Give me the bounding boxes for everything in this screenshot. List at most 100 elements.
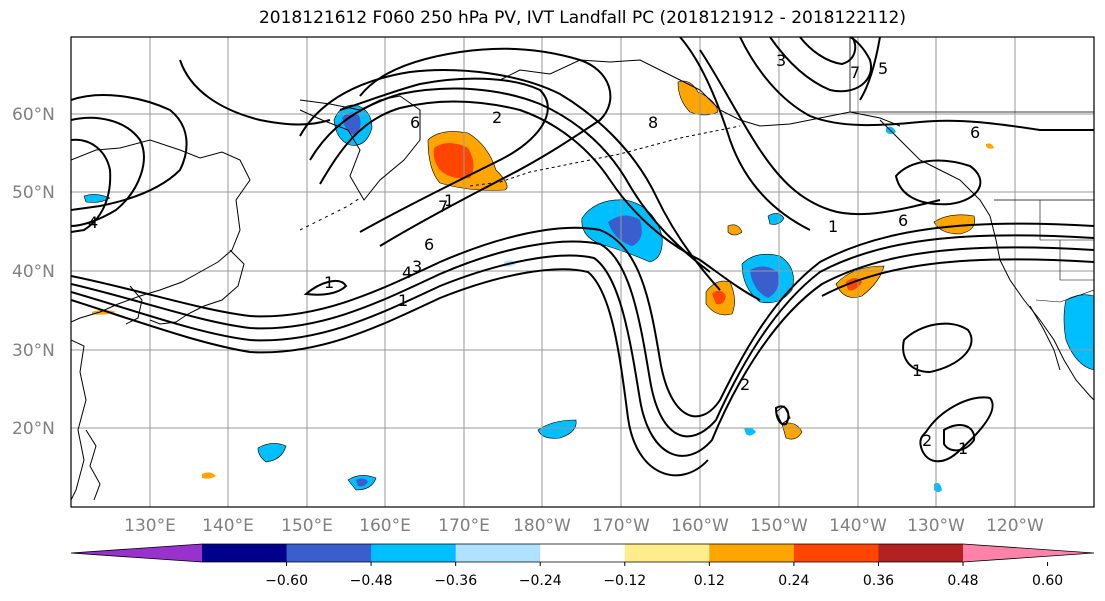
contour-label: 2 [492,108,502,127]
colorbar-tick-label: 0.24 [778,573,809,589]
lon-label: 160°W [671,516,729,536]
coastline-uswest [989,215,1094,401]
coastline-china [71,339,87,501]
contour-line [71,234,1094,438]
map-title: 2018121612 F060 250 hPa PV, IVT Landfall… [258,8,906,28]
coastline-philippines [85,429,101,501]
anomaly-negative-core [750,266,779,298]
border-canada [849,37,1094,113]
lon-label: 140°W [829,516,887,536]
coastline-kuril [299,197,361,231]
coastline-korea [125,285,143,325]
anomaly-negative-core [356,478,368,487]
contour-line [821,258,1094,297]
anomaly-positive [202,472,216,479]
coastline-asia [71,139,251,323]
contour-line [769,37,873,93]
anomaly-positive-core [712,290,726,305]
contour-line [71,138,112,233]
contour-label: 4 [402,263,412,282]
coastline-hawaii [775,405,791,425]
colorbar-tick-label: 0.36 [863,573,894,589]
coastline-alaska [499,59,901,127]
colorbar-tick-label: −0.24 [519,573,562,589]
anomaly-positive [781,422,803,440]
lon-label: 120°W [986,516,1044,536]
colorbar-extend-max [963,544,1094,562]
contour-line [894,159,982,206]
lon-label: 130°W [907,516,965,536]
lat-label: 60°N [12,105,55,125]
colorbar-segment [540,544,626,562]
latitude-labels: 60°N 50°N 40°N 30°N 20°N [12,105,55,439]
anomaly-positive [677,80,719,116]
contour-label: 1 [444,191,454,210]
colorbar-segment [793,544,879,562]
colorbar-tick-label: 0.12 [694,573,725,589]
lon-label: 150°E [281,516,333,536]
lon-label: 180°W [513,516,571,536]
contour-line [71,268,709,477]
lon-label: 150°W [750,516,808,536]
colorbar-tick-label: −0.12 [603,573,646,589]
contour-line [71,246,1094,457]
contour-line [71,94,188,211]
anomaly-negative [767,213,785,225]
anomaly-positive [727,224,743,236]
anomaly-negative [257,443,287,463]
lat-label: 50°N [12,183,55,203]
coastline-aleutians [469,125,741,187]
contour-line [359,47,612,247]
coastline-baja [1029,305,1061,371]
colorbar-outline [70,543,1095,563]
lon-label: 140°E [202,516,254,536]
colorbar-segment [878,544,964,562]
anomaly-positive [986,143,994,149]
colorbar-tick-label: 0.60 [1032,573,1063,589]
longitude-labels: 130°E 140°E 150°E 160°E 170°E 180°W 170°… [124,516,1044,536]
contour-labels: 2 2 1 1 1 1 1 6 6 6 4 4 3 3 5 6 7 7 8 1 … [88,51,980,458]
anomaly-negative [83,194,111,203]
contour-line [299,69,721,291]
border-states [1039,200,1094,281]
contour-label: 1 [958,439,968,458]
contour-line [859,37,881,101]
lat-label: 30°N [12,341,55,361]
contour-line [339,77,549,233]
colorbar-segment [286,544,372,562]
contour-label: 6 [898,211,908,230]
contour-line [699,49,941,216]
contour-label: 8 [648,113,658,132]
colorbar-segment [202,544,288,562]
colorbar-segment [709,544,795,562]
contour-line [943,424,976,452]
contour-label: 3 [412,257,422,276]
anomaly-positive [933,214,975,235]
lat-label: 20°N [12,419,55,439]
contour-line [179,59,331,126]
lat-label: 40°N [12,262,55,282]
contour-label: 7 [438,197,448,216]
contour-label: 4 [88,213,98,232]
pv-contours [71,37,1094,477]
contour-line [309,87,711,273]
anomaly-negative-core [608,215,642,246]
contour-label: 1 [398,291,408,310]
colorbar-segment [371,544,457,562]
contour-line [799,37,857,66]
colorbar-segment [455,544,541,562]
contour-line [303,279,348,296]
colorbar-extend-min [71,544,202,562]
colorbar-segment [624,544,710,562]
contour-label: 5 [878,59,888,78]
contour-line [774,405,790,426]
coastline-bc [879,119,991,217]
map-frame [70,36,1095,508]
contour-label: 6 [410,113,420,132]
colorbar-tick-label: −0.48 [350,573,393,589]
contour-line [679,37,811,231]
contour-label: 3 [776,51,786,70]
contour-line [319,100,761,301]
lon-label: 170°W [592,516,650,536]
